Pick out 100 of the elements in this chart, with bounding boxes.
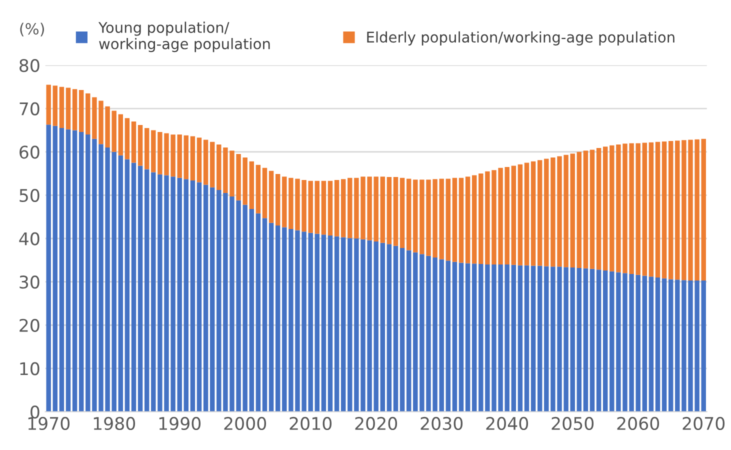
bar [321,234,326,412]
bar [328,235,333,412]
bar [511,166,516,265]
bar [446,260,451,412]
bar [268,222,274,412]
bar [524,265,530,412]
bar [524,162,530,266]
y-tick-label: 70 [20,102,40,116]
bar [380,242,386,412]
bar [472,175,477,264]
bar [530,161,536,266]
x-tick-label: 2000 [224,416,266,430]
bar [131,122,136,163]
bar [386,244,392,412]
bar [642,142,648,276]
bar [78,132,84,412]
bar [518,164,523,266]
bar [340,237,346,412]
x-tick-label: 2030 [420,416,463,430]
bar [537,160,542,266]
bar [537,266,542,412]
bar [78,90,84,132]
bar [648,142,654,277]
bar [452,178,458,262]
bar [446,178,451,261]
bar [393,246,398,412]
bar [590,150,595,269]
bar [131,162,136,412]
bar [249,161,254,210]
x-tick-label: 1970 [28,416,70,430]
y-tick-label: 50 [20,188,40,202]
bar [668,141,674,280]
y-axis-title: (%) [20,22,44,36]
bar [576,152,582,268]
bar [655,142,660,278]
bar [314,234,320,412]
bar [59,128,64,412]
bar [52,126,58,412]
bar [138,125,143,166]
bar [472,264,477,412]
bar [518,265,523,412]
legend-label: Elderly population/working-age population [367,31,674,46]
bar [210,142,215,188]
bar [196,138,202,182]
bar [511,264,516,412]
bar [46,84,51,125]
bar [393,176,398,246]
bar [602,270,608,412]
bar [400,248,405,412]
y-tick-label: 80 [20,58,40,72]
bar [190,136,196,180]
bar [66,129,71,412]
bar [46,124,51,412]
bar [184,135,189,180]
bar [668,279,674,412]
bar [268,170,274,223]
bar [530,266,536,412]
x-tick-label: 2040 [486,416,528,430]
bar [275,226,280,412]
bar [465,263,470,412]
x-tick-label: 1990 [159,416,201,430]
bar [655,277,660,412]
y-tick-label: 10 [20,362,40,376]
bar [118,114,124,156]
bar [249,209,254,412]
y-tick-label: 60 [20,146,40,159]
bar [59,86,64,128]
bar [203,184,208,412]
bar [256,213,261,412]
bar [583,268,588,412]
bar [138,166,143,412]
bar [184,179,189,412]
x-tick-label: 2070 [682,416,725,430]
bar [648,276,654,412]
bar [52,86,58,126]
bar [642,276,648,412]
bar [386,176,392,244]
bar [144,128,150,170]
bar [590,268,595,412]
y-tick-label: 40 [19,232,40,246]
bar [334,180,340,236]
bar [144,169,150,412]
bar [340,179,346,238]
x-tick-label: 2020 [355,416,398,430]
bar [256,164,261,214]
bar [321,180,326,235]
y-tick-label: 20 [20,318,40,332]
bar [66,88,71,130]
bar [124,118,130,160]
bar [458,262,464,412]
bar [314,180,320,234]
bar [596,148,602,270]
bar [662,141,667,278]
bar [576,268,582,412]
bar [124,159,130,412]
bar [602,146,608,271]
bar [210,187,215,412]
x-tick-label: 2010 [290,416,332,430]
bar [465,176,470,264]
bar [406,250,412,412]
